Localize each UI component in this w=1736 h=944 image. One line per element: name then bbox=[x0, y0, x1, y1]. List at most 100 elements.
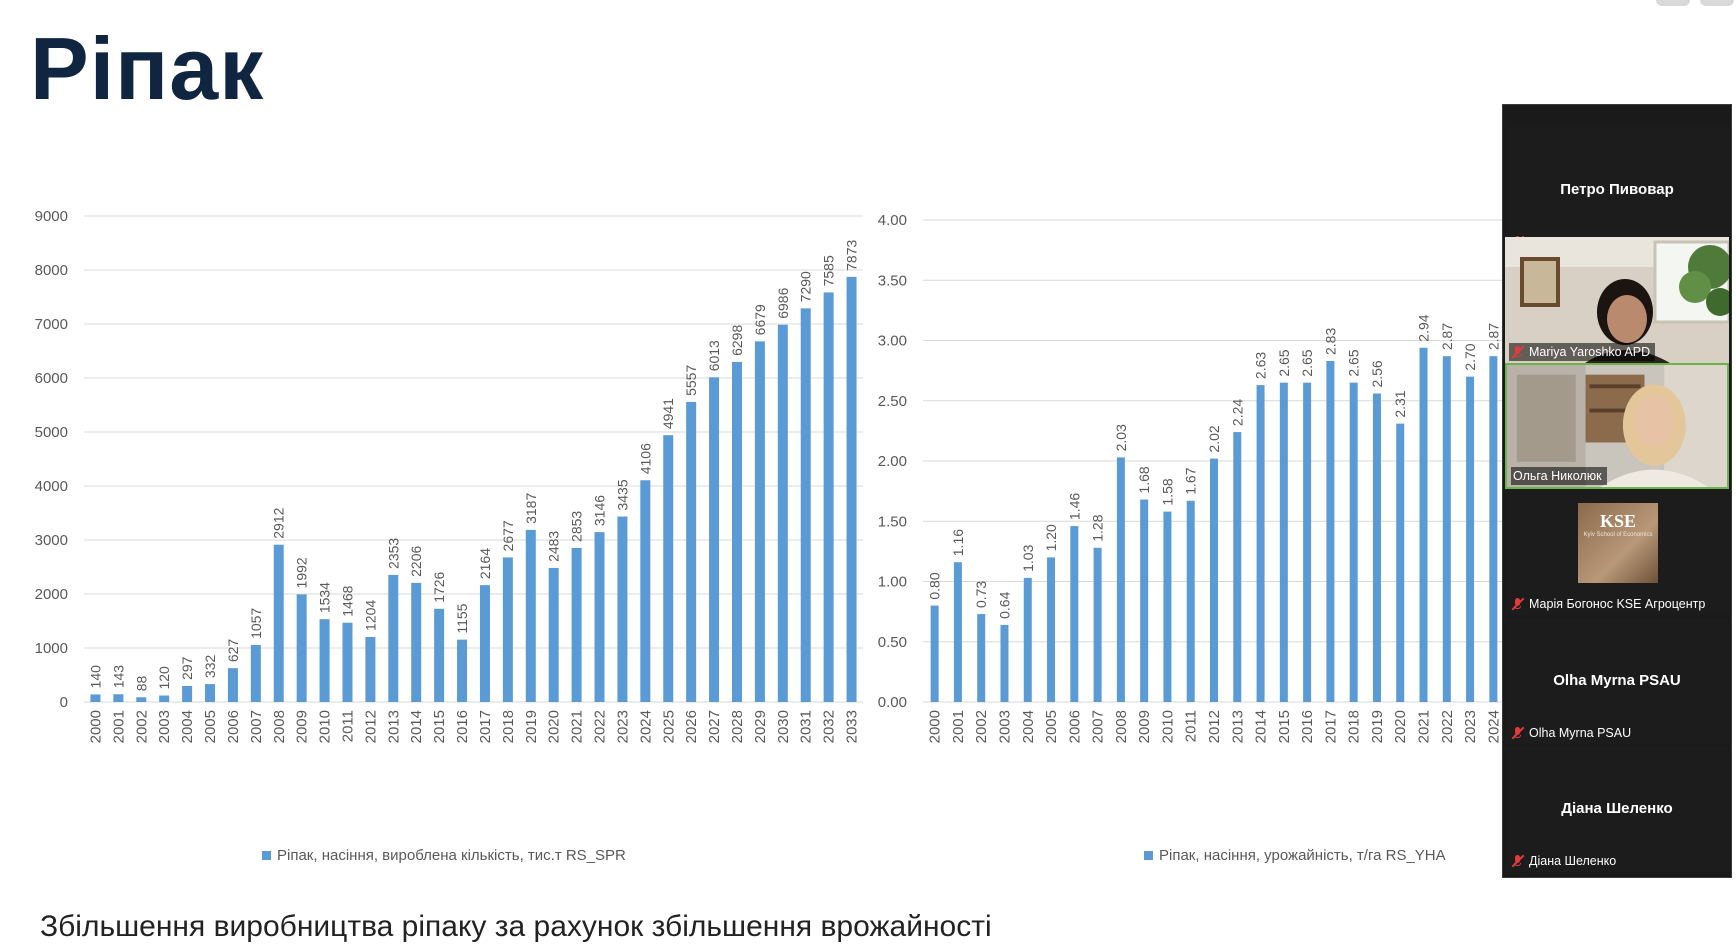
participant-tile[interactable]: Діана Шеленко Діана Шеленко bbox=[1505, 746, 1729, 872]
window-control[interactable] bbox=[1656, 0, 1690, 6]
x-tick-label: 2018 bbox=[1346, 710, 1363, 743]
bar bbox=[182, 685, 193, 702]
data-label: 3146 bbox=[592, 495, 608, 526]
bar bbox=[930, 605, 939, 702]
data-label: 6298 bbox=[729, 325, 745, 356]
slide-subtitle: Збільшення виробництва ріпаку за рахунок… bbox=[40, 910, 992, 943]
bar bbox=[502, 557, 513, 702]
x-tick-label: 2016 bbox=[1299, 710, 1316, 743]
bar bbox=[457, 639, 468, 702]
x-tick-label: 2030 bbox=[775, 710, 792, 743]
participant-name: Петро Пивовар bbox=[1560, 181, 1674, 198]
participant-tile-active-speaker[interactable]: Ольга Николюк bbox=[1505, 363, 1729, 489]
data-label: 2164 bbox=[477, 548, 493, 579]
x-tick-label: 2017 bbox=[477, 710, 494, 743]
bar bbox=[1349, 382, 1358, 702]
bar bbox=[709, 377, 720, 702]
y-tick-label: 3.50 bbox=[878, 272, 907, 289]
y-tick-label: 4.00 bbox=[878, 212, 907, 229]
bar bbox=[1419, 347, 1428, 702]
x-tick-label: 2028 bbox=[729, 710, 746, 743]
data-label: 1.67 bbox=[1183, 467, 1199, 494]
data-label: 6679 bbox=[752, 304, 768, 335]
data-label: 1.46 bbox=[1066, 493, 1082, 520]
data-label: 2.65 bbox=[1346, 349, 1362, 376]
bar bbox=[388, 574, 399, 702]
bar bbox=[686, 401, 697, 702]
bar bbox=[640, 480, 651, 702]
data-label: 3435 bbox=[614, 479, 630, 510]
x-tick-label: 2004 bbox=[1020, 710, 1037, 743]
y-tick-label: 6000 bbox=[35, 370, 68, 387]
x-tick-label: 2016 bbox=[454, 710, 471, 743]
bar bbox=[548, 567, 559, 702]
data-label: 332 bbox=[202, 654, 218, 678]
data-label: 88 bbox=[133, 675, 149, 691]
muted-mic-icon bbox=[1511, 597, 1525, 611]
x-tick-label: 2005 bbox=[202, 710, 219, 743]
y-tick-label: 0.50 bbox=[878, 634, 907, 651]
x-tick-label: 2006 bbox=[1066, 710, 1083, 743]
bar bbox=[159, 695, 170, 702]
data-label: 2853 bbox=[569, 511, 585, 542]
bar bbox=[754, 341, 765, 702]
data-label: 6986 bbox=[775, 287, 791, 318]
participant-tile[interactable]: Mariya Yaroshko APD bbox=[1505, 237, 1729, 363]
data-label: 1.58 bbox=[1159, 478, 1175, 505]
muted-mic-icon bbox=[1511, 345, 1525, 359]
bar bbox=[136, 697, 147, 702]
legend-swatch bbox=[262, 851, 271, 860]
data-label: 0.64 bbox=[996, 591, 1012, 618]
y-tick-label: 0 bbox=[60, 694, 68, 711]
x-tick-label: 2015 bbox=[431, 710, 448, 743]
x-tick-label: 2004 bbox=[179, 710, 196, 743]
y-tick-label: 3.00 bbox=[878, 333, 907, 350]
data-label: 2353 bbox=[385, 538, 401, 569]
data-label: 5557 bbox=[683, 365, 699, 396]
bar bbox=[1233, 432, 1242, 702]
x-tick-label: 2009 bbox=[1136, 710, 1153, 743]
participant-tile[interactable]: KSE Kyiv School of Economics Марія Богон… bbox=[1505, 489, 1729, 615]
x-tick-label: 2007 bbox=[1090, 710, 1107, 743]
data-label: 7873 bbox=[844, 239, 860, 270]
bar bbox=[113, 694, 124, 702]
participant-tile[interactable]: Петро Пивовар Петро Пивовар bbox=[1505, 127, 1729, 253]
x-tick-label: 2021 bbox=[1416, 710, 1433, 743]
x-tick-label: 2018 bbox=[500, 710, 517, 743]
bar bbox=[977, 614, 986, 702]
participant-tile[interactable]: Olha Myrna PSAU Olha Myrna PSAU bbox=[1505, 618, 1729, 744]
bar bbox=[525, 529, 536, 702]
x-tick-label: 2011 bbox=[339, 710, 356, 742]
data-label: 6013 bbox=[706, 340, 722, 371]
x-tick-label: 2011 bbox=[1183, 710, 1200, 742]
data-label: 2.94 bbox=[1416, 314, 1432, 341]
data-label: 7585 bbox=[821, 255, 837, 286]
bar bbox=[1210, 458, 1218, 702]
x-tick-label: 2021 bbox=[569, 710, 586, 743]
bar bbox=[273, 544, 284, 702]
kse-logo-text: KSE bbox=[1599, 511, 1637, 531]
data-label: 297 bbox=[179, 656, 195, 680]
y-tick-label: 1.50 bbox=[878, 513, 907, 530]
bar bbox=[663, 435, 674, 702]
x-tick-label: 2008 bbox=[271, 710, 288, 743]
x-tick-label: 2031 bbox=[798, 710, 815, 743]
bar bbox=[1023, 577, 1032, 702]
data-label: 2206 bbox=[408, 546, 424, 577]
data-label: 1.28 bbox=[1090, 514, 1106, 541]
bar bbox=[1466, 376, 1475, 702]
y-tick-label: 2000 bbox=[35, 586, 68, 603]
x-tick-label: 2010 bbox=[1159, 710, 1176, 743]
x-tick-label: 2014 bbox=[408, 710, 425, 743]
data-label: 1.68 bbox=[1136, 466, 1152, 493]
x-tick-label: 2000 bbox=[927, 710, 944, 743]
window-control[interactable] bbox=[1700, 0, 1734, 6]
yield-chart: 0.00 0.50 1.00 1.50 2.00 2.50 3.00 3.50 4.00 0.80… bbox=[878, 212, 1505, 743]
x-tick-label: 2010 bbox=[317, 710, 334, 743]
x-tick-label: 2019 bbox=[1369, 710, 1386, 743]
data-label: 0.73 bbox=[973, 581, 989, 608]
bar bbox=[434, 608, 445, 702]
participant-label-text: Діана Шеленко bbox=[1529, 854, 1617, 868]
legend-label: Ріпак, насіння, урожайність, т/га RS_YHA bbox=[1159, 847, 1446, 864]
bar bbox=[953, 562, 962, 702]
